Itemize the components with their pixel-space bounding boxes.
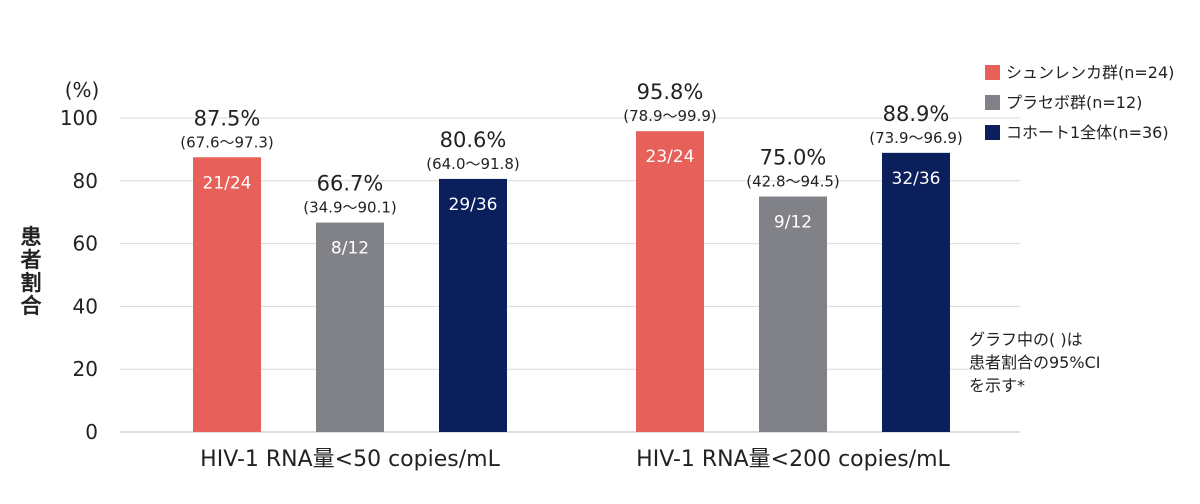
bar-value-label: 80.6% — [440, 128, 507, 152]
y-tick-label: 60 — [73, 232, 98, 256]
y-tick-label: 40 — [73, 294, 98, 318]
legend-entry: シュンレンカ群(n=24) — [1006, 63, 1174, 82]
y-tick-label: 80 — [73, 169, 98, 193]
bar-ci-label: (34.9〜90.1) — [303, 199, 397, 217]
annotation-line: 患者割合の95%CI — [969, 353, 1100, 372]
bar-ci-label: (42.8〜94.5) — [746, 173, 840, 191]
x-axis-categories: HIV-1 RNA量<50 copies/mL HIV-1 RNA量<200 co… — [200, 447, 950, 472]
bar — [316, 222, 384, 432]
bar-count-label: 21/24 — [203, 173, 252, 193]
bar-count-label: 8/12 — [331, 239, 369, 259]
y-axis-ticks: 0 20 40 60 80 100 — [60, 106, 98, 444]
bar-count-label: 29/36 — [449, 195, 498, 215]
bar-value-label: 95.8% — [637, 80, 704, 104]
legend-swatch — [985, 65, 1000, 80]
bars: 21/24 (67.6〜97.3) 87.5% 8/12 (34.9〜90.1) 66.7… — [180, 80, 963, 433]
bar-ci-label: (73.9〜96.9) — [869, 129, 963, 147]
bar-count-label: 23/24 — [646, 147, 695, 167]
x-category-label: HIV-1 RNA量<50 copies/mL — [200, 447, 500, 472]
y-axis-unit: (%) — [65, 78, 100, 102]
bar — [636, 131, 704, 433]
bar-count-label: 32/36 — [892, 169, 941, 189]
bar-ci-label: (78.9〜99.9) — [623, 107, 717, 125]
bar — [193, 157, 261, 432]
y-tick-label: 20 — [73, 357, 98, 381]
bar — [759, 196, 827, 432]
annotation-line: グラフ中の( )は — [969, 330, 1083, 349]
annotation-line: を示す* — [969, 376, 1025, 395]
bar — [882, 152, 950, 432]
gridlines — [120, 117, 1020, 433]
y-tick-label: 100 — [60, 106, 98, 130]
bar-value-label: 87.5% — [194, 106, 261, 130]
bar-value-label: 75.0% — [760, 146, 827, 170]
x-category-label: HIV-1 RNA量<200 copies/mL — [636, 447, 950, 472]
bar-count-label: 9/12 — [774, 213, 812, 233]
legend-swatch — [985, 95, 1000, 110]
legend-swatch — [985, 125, 1000, 140]
bar-value-label: 88.9% — [883, 102, 950, 126]
bar — [439, 178, 507, 432]
bar-ci-label: (67.6〜97.3) — [180, 133, 274, 151]
legend: シュンレンカ群(n=24) プラセボ群(n=12) コホート1全体(n=36) — [985, 63, 1174, 142]
bar-value-label: 66.7% — [317, 172, 384, 196]
y-axis-label: 患者割合 — [21, 225, 43, 318]
bar-ci-label: (64.0〜91.8) — [426, 155, 520, 173]
legend-entry: プラセボ群(n=12) — [1006, 93, 1142, 112]
legend-entry: コホート1全体(n=36) — [1006, 123, 1169, 142]
y-tick-label: 0 — [85, 420, 98, 444]
